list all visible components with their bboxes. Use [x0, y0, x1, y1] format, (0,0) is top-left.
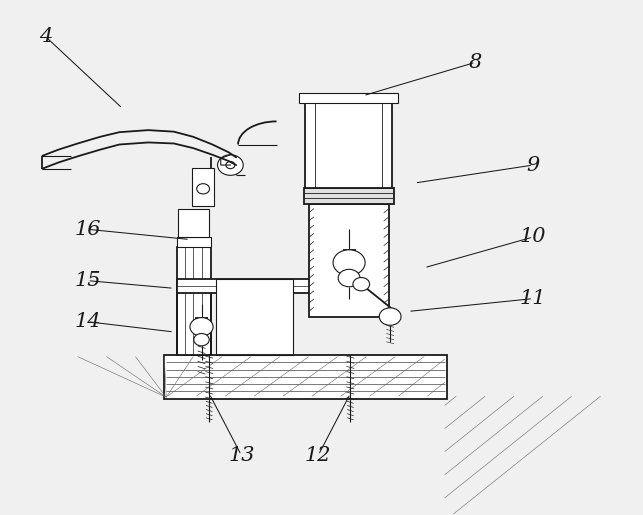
Text: 11: 11: [520, 289, 547, 308]
Bar: [303, 188, 394, 203]
Bar: [177, 237, 210, 247]
Circle shape: [379, 308, 401, 325]
Text: 12: 12: [305, 446, 332, 465]
Bar: [299, 93, 399, 104]
Circle shape: [217, 155, 243, 175]
Text: 13: 13: [228, 446, 255, 465]
Circle shape: [190, 318, 213, 336]
Bar: [177, 279, 315, 294]
Bar: [305, 104, 392, 188]
Text: 8: 8: [469, 53, 482, 72]
Text: 16: 16: [74, 220, 100, 239]
Text: 15: 15: [74, 271, 100, 290]
Text: 10: 10: [520, 228, 547, 247]
Circle shape: [353, 278, 370, 291]
Circle shape: [338, 269, 360, 287]
Bar: [177, 247, 210, 355]
Text: 9: 9: [527, 156, 540, 175]
Bar: [192, 167, 214, 206]
Text: 14: 14: [74, 312, 100, 331]
Circle shape: [333, 250, 365, 276]
Circle shape: [194, 334, 209, 346]
Bar: [309, 203, 389, 317]
Bar: [178, 209, 209, 237]
Circle shape: [226, 162, 235, 168]
Bar: [165, 355, 447, 399]
Text: 4: 4: [39, 27, 52, 46]
Bar: [215, 279, 293, 355]
Circle shape: [197, 184, 210, 194]
